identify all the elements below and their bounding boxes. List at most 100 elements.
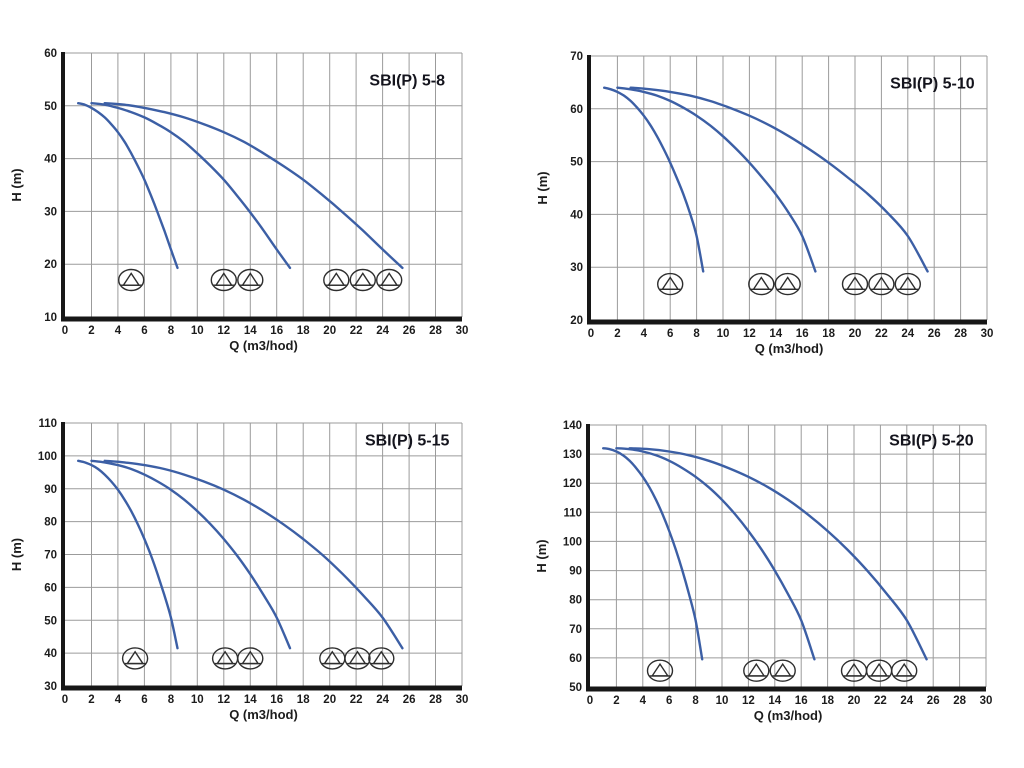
x-tick-label: 24 <box>376 325 389 337</box>
x-tick-label: 6 <box>141 325 147 337</box>
x-tick-label: 20 <box>323 325 336 337</box>
y-tick-label: 110 <box>563 507 582 519</box>
x-tick-label: 26 <box>403 694 416 706</box>
y-tick-label: 60 <box>44 582 57 594</box>
x-tick-label: 18 <box>821 695 834 707</box>
pump-icon <box>121 647 149 670</box>
pump-icon <box>319 647 346 670</box>
x-axis-title: Q (m3/hod) <box>229 338 298 353</box>
pump-icon <box>769 659 796 682</box>
y-tick-label: 50 <box>569 682 582 694</box>
x-tick-label: 18 <box>297 694 310 706</box>
x-tick-label: 4 <box>115 694 122 706</box>
y-axis-title: H (m) <box>535 171 550 204</box>
y-tick-label: 10 <box>44 312 57 324</box>
grid-1 <box>65 52 463 317</box>
x-tick-label: 6 <box>666 695 672 707</box>
y-tick-label: 140 <box>563 420 582 432</box>
pump-icon <box>237 647 264 670</box>
x-tick-label: 16 <box>270 325 283 337</box>
y-axis-title: H (m) <box>9 168 24 201</box>
curves-2 <box>603 86 929 273</box>
x-tick-label: 14 <box>244 325 257 337</box>
y-tick-label: 30 <box>570 262 583 274</box>
x-tick-label: 10 <box>191 694 204 706</box>
pump-icons-1 <box>117 268 403 292</box>
y-tick-label: 30 <box>44 206 57 218</box>
x-tick-label: 24 <box>900 695 913 707</box>
grid-4 <box>590 424 987 687</box>
x-tick-label: 12 <box>217 694 230 706</box>
curve-2-pumps <box>616 86 817 273</box>
x-tick-label: 24 <box>901 328 914 340</box>
pump-icon <box>368 647 395 670</box>
curve-2-pumps <box>615 447 816 661</box>
x-axis-title: Q (m3/hod) <box>229 707 298 722</box>
x-axis-title: Q (m3/hod) <box>754 708 823 723</box>
x-tick-label: 24 <box>376 694 389 706</box>
y-tick-label: 100 <box>563 536 582 548</box>
x-axis-title: Q (m3/hod) <box>755 341 824 356</box>
x-tick-label: 20 <box>849 328 862 340</box>
y-tick-label: 40 <box>44 154 57 166</box>
pump-icon <box>868 272 895 296</box>
x-tick-label: 0 <box>588 328 594 340</box>
pump-icon <box>646 659 674 682</box>
x-tick-label: 0 <box>587 695 593 707</box>
y-axis-title: H (m) <box>9 538 24 571</box>
curves-4 <box>602 447 928 661</box>
x-tick-label: 18 <box>297 325 310 337</box>
x-tick-label: 16 <box>795 695 808 707</box>
pump-icon <box>237 268 264 292</box>
pump-icon <box>210 268 238 292</box>
pump-icon <box>743 659 770 682</box>
chart-title: SBI(P) 5-15 <box>365 433 450 450</box>
curve-1-pump <box>77 459 179 650</box>
x-tick-label: 0 <box>62 694 68 706</box>
x-tick-label: 18 <box>822 328 835 340</box>
x-tick-label: 4 <box>640 695 647 707</box>
curve-1-pump <box>602 447 704 661</box>
x-tick-label: 26 <box>403 325 416 337</box>
x-tick-label: 10 <box>716 695 729 707</box>
chart-svg-1: 0 2 4 6 8 10 12 14 16 18 20 22 24 26 28 30102030405060 … <box>9 48 468 353</box>
curve-2-pumps <box>90 459 292 650</box>
axes-4 <box>586 424 986 692</box>
y-tick-label: 20 <box>44 259 57 271</box>
chart-sbip-5-20: 0 2 4 6 8 10 12 14 16 18 20 22 24 26 28 30 50 60 70 80 90 100… <box>512 385 1024 740</box>
x-tick-label: 20 <box>323 694 336 706</box>
y-tick-label: 50 <box>44 615 57 627</box>
pump-icons-2 <box>656 272 921 296</box>
chart-title: SBI(P) 5-20 <box>889 433 974 450</box>
x-tick-label: 14 <box>768 695 781 707</box>
x-tick-label: 4 <box>641 328 648 340</box>
curve-2-pumps <box>90 102 292 270</box>
x-tick-label: 30 <box>981 328 994 340</box>
x-tick-label: 2 <box>613 695 619 707</box>
x-tick-label: 6 <box>141 694 147 706</box>
x-tick-label: 12 <box>217 325 230 337</box>
y-tick-label: 80 <box>44 517 57 529</box>
x-tick-label: 0 <box>62 325 68 337</box>
pump-icon <box>323 268 350 292</box>
pump-icon <box>840 659 868 682</box>
y-tick-label: 60 <box>44 48 57 60</box>
x-tick-label: 30 <box>456 694 469 706</box>
x-tick-label: 16 <box>270 694 283 706</box>
pump-icon <box>376 268 403 292</box>
pump-icon <box>894 272 921 296</box>
curve-3-pumps <box>628 447 928 661</box>
pump-icon <box>211 647 239 670</box>
y-tick-label: 60 <box>570 104 583 116</box>
y-tick-label: 70 <box>570 51 583 63</box>
pump-icons-3 <box>121 647 395 670</box>
x-tick-label: 26 <box>927 695 940 707</box>
pump-icon <box>748 272 775 296</box>
y-tick-label: 100 <box>38 451 57 463</box>
tick-labels-3: 0 2 4 6 8 10 12 14 16 18 20 22 24 26 28 303040506070809… <box>38 418 469 706</box>
x-tick-label: 10 <box>191 325 204 337</box>
y-tick-label: 90 <box>569 566 582 578</box>
y-tick-label: 40 <box>44 648 57 660</box>
